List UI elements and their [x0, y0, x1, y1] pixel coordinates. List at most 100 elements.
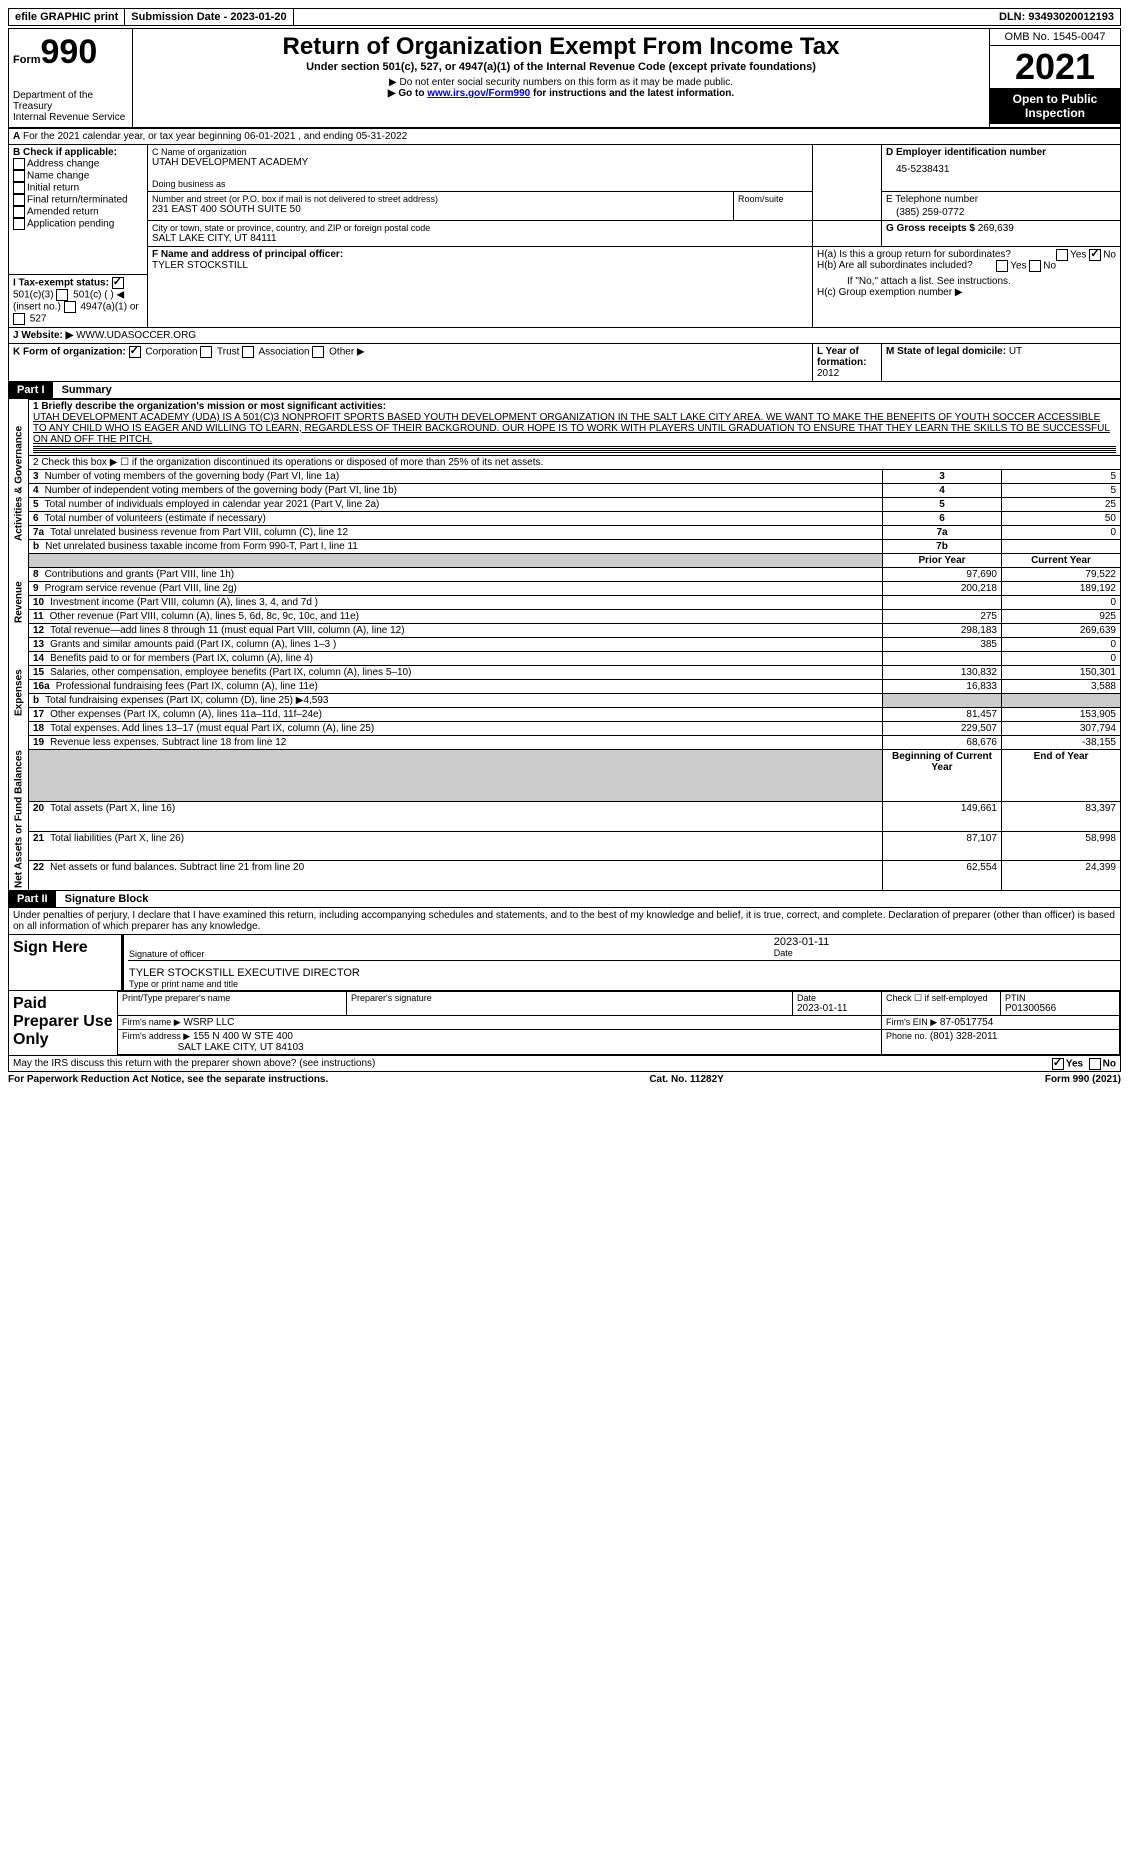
cb-discuss-no[interactable] [1089, 1058, 1101, 1070]
officer-name: TYLER STOCKSTILL EXECUTIVE DIRECTOR [129, 967, 1119, 979]
py-17: 81,457 [883, 707, 1002, 721]
py-16a: 16,833 [883, 679, 1002, 693]
val-3: 5 [1002, 469, 1121, 483]
cb-other[interactable] [312, 346, 324, 358]
py-16b [883, 693, 1002, 707]
efile-label: efile GRAPHIC print [9, 9, 125, 25]
gov-line-6: Total number of volunteers (estimate if … [45, 513, 266, 524]
form-number: 990 [41, 33, 98, 71]
street: 231 EAST 400 SOUTH SUITE 50 [152, 204, 729, 215]
irs-label: Internal Revenue Service [13, 112, 128, 123]
cy-21: 58,998 [1002, 831, 1121, 860]
firm-ein-label: Firm's EIN ▶ [886, 1017, 937, 1027]
page-footer: For Paperwork Reduction Act Notice, see … [8, 1072, 1121, 1085]
cy-15: 150,301 [1002, 665, 1121, 679]
part1-label: Part I [9, 382, 53, 398]
rev-line-12: Total revenue—add lines 8 through 11 (mu… [50, 625, 404, 636]
eoy-header: End of Year [1002, 749, 1121, 802]
py-9: 200,218 [883, 581, 1002, 595]
j-label: J Website: ▶ [13, 330, 73, 341]
part2-label: Part II [9, 891, 56, 907]
officer-name-label: Type or print name and title [129, 979, 1119, 989]
cb-final-return[interactable] [13, 194, 25, 206]
cy-9: 189,192 [1002, 581, 1121, 595]
note-goto-suffix: for instructions and the latest informat… [530, 88, 734, 99]
irs-link[interactable]: www.irs.gov/Form990 [427, 88, 530, 99]
hb-label: H(b) Are all subordinates included? [817, 260, 973, 271]
cy-12: 269,639 [1002, 623, 1121, 637]
vlabel-expenses: Expenses [9, 637, 29, 749]
sig-officer-label: Signature of officer [129, 949, 772, 959]
cb-ha-no[interactable] [1089, 249, 1101, 261]
form-header: Form990 Department of the Treasury Inter… [8, 28, 1121, 128]
ein: 45-5238431 [886, 158, 1116, 175]
room-label: Room/suite [738, 194, 808, 204]
ptin: P01300566 [1005, 1003, 1115, 1014]
year-formation: 2012 [817, 368, 839, 379]
cy-10: 0 [1002, 595, 1121, 609]
cy-17: 153,905 [1002, 707, 1121, 721]
firm-phone: (801) 328-2011 [930, 1031, 998, 1042]
cb-hb-no[interactable] [1029, 260, 1041, 272]
firm-addr1: 155 N 400 W STE 400 [193, 1031, 293, 1042]
paid-preparer-label: Paid Preparer Use Only [9, 991, 117, 1055]
city-label: City or town, state or province, country… [152, 223, 808, 233]
firm-name-label: Firm's name ▶ [122, 1017, 181, 1027]
net-line-21: Total liabilities (Part X, line 26) [50, 833, 184, 844]
cy-16a: 3,588 [1002, 679, 1121, 693]
date-label: Date [774, 948, 1119, 958]
cb-address-change[interactable] [13, 158, 25, 170]
top-bar: efile GRAPHIC print Submission Date - 20… [8, 8, 1121, 26]
cb-501c3[interactable] [112, 277, 124, 289]
val-6: 50 [1002, 511, 1121, 525]
footer-left: For Paperwork Reduction Act Notice, see … [8, 1074, 328, 1085]
note-goto-prefix: ▶ Go to [388, 88, 427, 99]
m-label: M State of legal domicile: [886, 346, 1006, 357]
gov-line-7a: Total unrelated business revenue from Pa… [50, 527, 348, 538]
hb-note: If "No," attach a list. See instructions… [817, 276, 1116, 287]
part2-title: Signature Block [59, 891, 155, 907]
c-name-label: C Name of organization [152, 147, 808, 157]
gov-line-5: Total number of individuals employed in … [45, 499, 380, 510]
tax-year: 2021 [990, 46, 1120, 88]
form-subtitle: Under section 501(c), 527, or 4947(a)(1)… [137, 61, 985, 73]
part2-header-row: Part II Signature Block [8, 891, 1121, 908]
cb-discuss-yes[interactable] [1052, 1058, 1064, 1070]
discuss-row: May the IRS discuss this return with the… [8, 1056, 1121, 1072]
cb-initial-return[interactable] [13, 182, 25, 194]
k-label: K Form of organization: [13, 346, 126, 357]
cb-ha-yes[interactable] [1056, 249, 1068, 261]
line-a: A For the 2021 calendar year, or tax yea… [9, 129, 1121, 145]
prep-date: 2023-01-11 [797, 1003, 877, 1014]
f-label: F Name and address of principal officer: [152, 249, 808, 260]
prep-sig-label: Preparer's signature [351, 993, 788, 1003]
cb-corporation[interactable] [129, 346, 141, 358]
ha-label: H(a) Is this a group return for subordin… [817, 249, 1011, 260]
cb-application-pending[interactable] [13, 218, 25, 230]
cb-amended-return[interactable] [13, 206, 25, 218]
py-12: 298,183 [883, 623, 1002, 637]
cb-4947[interactable] [64, 301, 76, 313]
sign-here-block: Sign Here Signature of officer 2023-01-1… [8, 935, 1121, 991]
net-line-20: Total assets (Part X, line 16) [50, 803, 175, 814]
ptin-label: PTIN [1005, 993, 1115, 1003]
rev-line-9: Program service revenue (Part VIII, line… [45, 583, 237, 594]
gov-line-4: Number of independent voting members of … [45, 485, 397, 496]
cb-527[interactable] [13, 313, 25, 325]
py-10 [883, 595, 1002, 609]
cb-501c[interactable] [56, 289, 68, 301]
d-label: D Employer identification number [886, 147, 1116, 158]
cb-name-change[interactable] [13, 170, 25, 182]
omb-number: OMB No. 1545-0047 [990, 29, 1120, 46]
cb-hb-yes[interactable] [996, 260, 1008, 272]
vlabel-net-assets: Net Assets or Fund Balances [9, 749, 29, 890]
py-15: 130,832 [883, 665, 1002, 679]
cb-trust[interactable] [200, 346, 212, 358]
line1-label: 1 Briefly describe the organization's mi… [33, 401, 1116, 412]
org-name: UTAH DEVELOPMENT ACADEMY [152, 157, 808, 168]
py-8: 97,690 [883, 567, 1002, 581]
website: WWW.UDASOCCER.ORG [76, 330, 196, 341]
cb-association[interactable] [242, 346, 254, 358]
cy-14: 0 [1002, 651, 1121, 665]
firm-name: WSRP LLC [183, 1017, 234, 1028]
